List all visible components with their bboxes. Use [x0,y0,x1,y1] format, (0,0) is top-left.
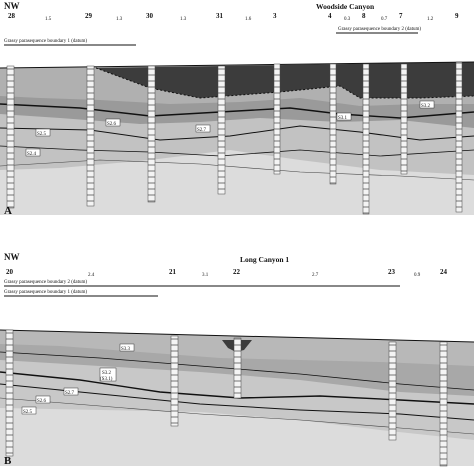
panel-b-location: Long Canyon 1 [240,255,289,264]
distance-label: 2.4 [88,273,95,278]
section-label: 29 [85,12,93,20]
unit-label: S2.5 [23,410,33,415]
section-label: 7 [399,12,403,20]
unit-label: S2.5 [37,132,47,137]
panel-a-location: Woodside Canyon [316,2,375,11]
panel-a-direction: NW [4,1,20,11]
distance-label: 1.3 [180,17,187,22]
section-column [273,63,281,175]
correlation-line [0,159,474,181]
panel-b-direction: NW [4,252,20,262]
section-label: 30 [146,12,154,20]
distance-label: 1.3 [116,17,123,22]
section-column [329,63,337,185]
distance-label: 1.2 [427,17,434,22]
section-column [170,335,179,427]
unit-label: S3.2 [102,371,112,376]
panel-a: NW Woodside Canyon 28 29 30 31 3 4 8 7 9… [0,1,474,217]
distance-label: 2.7 [312,273,319,278]
unit-label: S2.4 [27,152,37,157]
stratum-dark [96,62,474,98]
section-column [400,63,408,175]
distance-label: 3.1 [202,273,209,278]
datum-label: Grassy parasequence boundary 1 (datum) [4,39,87,44]
section-label: 31 [216,12,224,20]
section-column [439,341,448,467]
section-label: 22 [233,268,241,276]
unit-label: S3.3 [121,347,131,352]
section-label: 24 [440,268,448,276]
correlation-line [0,383,474,421]
section-column [147,65,156,203]
datum-label: Grassy parasequence boundary 2 (datum) [4,280,87,285]
panel-b-letter: B [4,455,12,467]
section-column [388,341,397,441]
section-label: 4 [328,12,332,20]
correlation-line [0,351,474,391]
unit-label: S2.6 [107,122,117,127]
distance-label: 1.6 [245,17,252,22]
section-column [217,65,226,195]
section-label: 28 [8,12,16,20]
section-column [86,65,95,207]
section-label: 3 [273,12,277,20]
unit-label: S2.7 [65,391,75,396]
unit-label: S3.2 [421,104,431,109]
unit-label: (S3.1) [100,377,113,382]
section-column [5,329,14,457]
section-label: 23 [388,268,396,276]
section-label: 8 [362,12,366,20]
section-column [233,337,242,399]
datum-label: Grassy parasequence boundary 1 (datum) [4,290,87,295]
section-column [455,61,463,213]
section-column [6,65,15,209]
distance-label: 0.3 [344,17,351,22]
unit-label: S2.6 [37,399,47,404]
distance-label: 1.5 [45,17,52,22]
top-line [0,329,474,343]
distance-label: 0.9 [414,273,421,278]
section-label: 20 [6,268,14,276]
section-label: 9 [455,12,459,20]
panel-b: NW Long Canyon 1 20 21 22 23 24 2.4 3.1 … [0,252,474,467]
distance-label: 0.7 [381,17,388,22]
section-label: 21 [169,268,177,276]
datum-label: Grassy parasequence boundary 2 (datum) [338,27,421,32]
correlation-line [0,125,474,141]
top-line [0,61,474,69]
correlation-line [0,397,474,435]
section-column [362,63,370,215]
unit-label: S3.1 [338,116,348,121]
panel-a-letter: A [4,205,12,217]
unit-label: S2.7 [197,128,207,133]
